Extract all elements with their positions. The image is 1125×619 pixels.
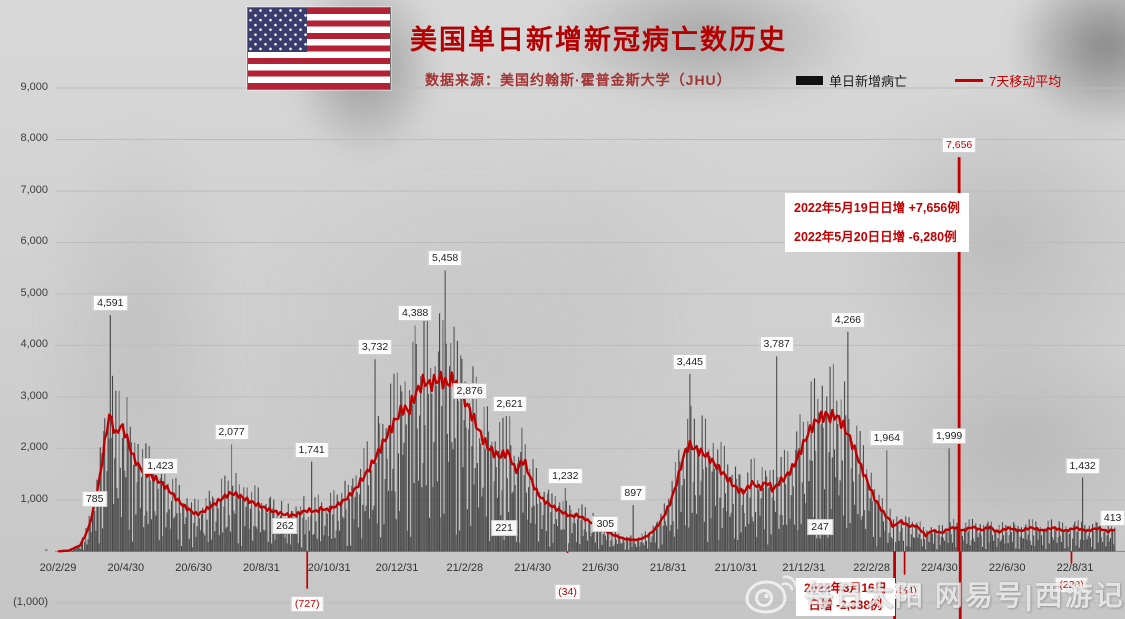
data-label: 4,388 [397,305,433,322]
data-label: 247 [807,518,833,535]
x-tick-label: 20/12/31 [375,562,419,575]
annotation-line: 2022年5月19日日增 +7,656例 [794,201,960,215]
data-label: 3,732 [357,339,393,356]
data-label: 413 [1099,510,1125,527]
y-tick-label: 3,000 [20,389,48,402]
correction-data-label: (228) [1055,577,1088,593]
data-label: 1,964 [869,430,904,447]
data-label: 305 [592,515,619,532]
y-tick-label: (1,000) [13,595,48,608]
data-source: 数据来源：美国约翰斯·霍普金斯大学（JHU） [425,72,732,88]
data-label: 2,876 [452,383,487,400]
data-label: 897 [620,485,646,502]
bar-series-label: 单日新增病亡 [829,74,908,89]
data-label: 1,741 [294,441,329,458]
data-label: 4,591 [93,294,128,311]
x-tick-label: 20/2/29 [39,562,77,575]
chart-legend: 单日新增病亡 7天移动平均 [796,71,1061,90]
x-tick-label: 21/12/31 [782,562,826,575]
correction-data-label: 7,656 [941,137,977,154]
data-label: 1,423 [143,458,178,475]
data-label: 1,432 [1065,457,1100,474]
correction-data-label: (34) [554,584,581,600]
data-label: 3,787 [759,336,794,353]
annotation-line: 日增 -2,338例 [808,598,883,612]
annotation-may-2022-spike: 2022年5月19日日增 +7,656例 2022年5月20日日增 -6,280… [785,193,969,252]
data-label: 4,266 [830,311,866,328]
data-label: 785 [81,490,108,507]
y-tick-label: 1,000 [20,492,48,505]
x-tick-label: 22/6/30 [988,562,1026,575]
data-label: 221 [491,519,517,536]
annotation-line: 2022年5月20日日增 -6,280例 [794,230,957,244]
annotation-line: 2022年3月16日 [804,581,887,595]
data-label: 1,999 [931,428,967,445]
y-tick-label: - [44,544,48,557]
y-tick-label: 4,000 [20,338,48,351]
x-tick-label: 20/8/31 [243,562,280,575]
correction-data-label: (454) [888,583,921,599]
y-tick-label: 9,000 [20,81,48,93]
line-series-swatch [955,79,984,82]
page-title: 美国单日新增新冠病亡数历史 [410,25,787,55]
x-tick-label: 22/2/28 [853,562,890,575]
x-tick-label: 20/6/30 [175,562,212,575]
x-tick-label: 22/8/31 [1056,562,1094,575]
data-label: 3,445 [672,353,708,370]
data-label: 1,232 [548,467,583,484]
data-label: 5,458 [428,250,463,267]
line-series-label: 7天移动平均 [989,74,1062,89]
us-flag-canton [248,8,307,52]
x-tick-label: 21/2/28 [446,562,484,575]
x-tick-label: 22/4/30 [921,562,958,575]
moving-average-line [57,370,1115,553]
daily-bars [61,157,1116,619]
data-label: 262 [272,517,298,534]
annotation-march-2022-dip: 2022年3月16日 日增 -2,338例 [796,578,895,616]
us-flag [247,7,391,90]
y-tick-label: 7,000 [20,183,48,196]
x-tick-label: 21/6/30 [582,562,619,575]
y-tick-label: 6,000 [20,235,48,248]
data-label: 2,621 [492,396,527,413]
x-tick-label: 21/8/31 [649,562,687,575]
x-tick-label: 20/10/31 [307,562,351,575]
y-tick-label: 8,000 [20,132,48,145]
x-tick-label: 21/10/31 [714,562,758,575]
bar-series-swatch [796,76,823,85]
correction-data-label: (727) [290,596,324,612]
y-tick-label: 2,000 [20,441,48,454]
x-tick-label: 21/4/30 [514,562,551,575]
y-tick-label: 5,000 [20,286,48,299]
x-tick-label: 20/4/30 [107,562,145,575]
data-label: 2,077 [214,424,249,441]
